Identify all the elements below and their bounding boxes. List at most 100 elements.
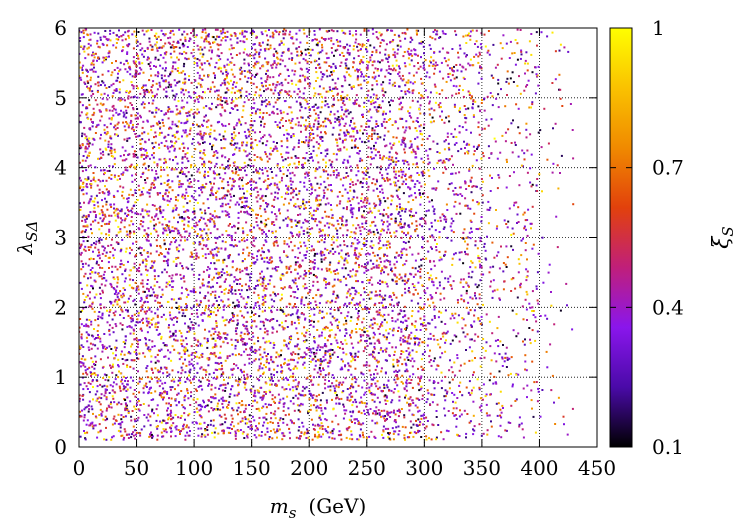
scatter-point bbox=[156, 438, 159, 441]
scatter-point bbox=[344, 267, 347, 270]
scatter-point bbox=[85, 318, 88, 321]
scatter-point bbox=[179, 417, 182, 419]
scatter-point bbox=[201, 28, 204, 31]
scatter-point bbox=[199, 405, 202, 408]
scatter-point bbox=[279, 170, 282, 172]
scatter-point bbox=[237, 289, 240, 291]
scatter-point bbox=[351, 275, 354, 278]
scatter-point bbox=[204, 186, 207, 188]
scatter-point bbox=[244, 416, 247, 419]
scatter-point bbox=[137, 227, 140, 230]
scatter-point bbox=[143, 95, 146, 98]
scatter-point bbox=[185, 304, 188, 307]
scatter-point bbox=[323, 73, 326, 76]
scatter-point bbox=[309, 324, 312, 326]
scatter-point bbox=[149, 243, 152, 246]
scatter-point bbox=[172, 323, 175, 326]
scatter-point bbox=[124, 407, 127, 410]
scatter-point bbox=[231, 312, 234, 315]
scatter-point bbox=[231, 87, 234, 90]
scatter-point bbox=[326, 117, 329, 120]
scatter-point bbox=[177, 125, 180, 128]
scatter-point bbox=[119, 61, 122, 64]
scatter-point bbox=[323, 326, 326, 329]
scatter-point bbox=[382, 196, 385, 199]
scatter-point bbox=[98, 257, 101, 260]
scatter-point bbox=[400, 380, 403, 383]
scatter-point bbox=[318, 166, 321, 169]
scatter-point bbox=[416, 172, 419, 174]
scatter-point bbox=[192, 364, 195, 367]
scatter-point bbox=[187, 434, 190, 437]
scatter-point bbox=[274, 29, 277, 32]
scatter-point bbox=[403, 247, 406, 250]
scatter-point bbox=[266, 358, 269, 361]
scatter-point bbox=[368, 202, 371, 205]
scatter-point bbox=[412, 373, 415, 376]
scatter-point bbox=[192, 55, 195, 58]
scatter-point bbox=[279, 308, 282, 311]
scatter-point bbox=[189, 328, 192, 331]
scatter-point bbox=[238, 353, 240, 356]
scatter-point bbox=[367, 188, 370, 191]
scatter-point bbox=[208, 379, 211, 382]
scatter-point bbox=[163, 34, 166, 37]
scatter-point bbox=[419, 124, 422, 127]
scatter-point bbox=[274, 417, 277, 420]
scatter-point bbox=[375, 259, 378, 262]
scatter-point bbox=[321, 317, 324, 320]
scatter-point bbox=[398, 399, 401, 402]
scatter-point bbox=[207, 253, 210, 255]
scatter-point bbox=[291, 191, 294, 194]
scatter-point bbox=[97, 45, 100, 48]
scatter-point bbox=[191, 226, 194, 229]
scatter-point bbox=[202, 106, 205, 109]
scatter-point bbox=[341, 343, 344, 345]
scatter-point bbox=[272, 380, 274, 382]
scatter-point bbox=[304, 394, 307, 397]
scatter-point bbox=[150, 89, 153, 92]
scatter-point bbox=[325, 52, 328, 55]
scatter-point bbox=[201, 312, 204, 314]
scatter-point bbox=[339, 45, 342, 48]
scatter-point bbox=[212, 285, 214, 288]
scatter-point bbox=[390, 235, 393, 238]
scatter-point bbox=[149, 44, 152, 47]
scatter-point bbox=[215, 138, 218, 141]
scatter-point bbox=[376, 166, 379, 169]
scatter-point bbox=[252, 400, 255, 403]
scatter-point bbox=[262, 371, 265, 374]
scatter-point bbox=[105, 438, 108, 441]
scatter-point bbox=[215, 299, 218, 302]
scatter-point bbox=[251, 32, 254, 35]
scatter-point bbox=[153, 284, 156, 287]
scatter-point bbox=[348, 98, 351, 101]
scatter-point bbox=[98, 157, 101, 160]
scatter-point bbox=[134, 201, 137, 204]
scatter-point bbox=[385, 329, 388, 332]
scatter-point bbox=[322, 196, 325, 199]
scatter-point bbox=[317, 161, 320, 164]
scatter-point bbox=[401, 139, 404, 142]
scatter-point bbox=[237, 367, 239, 370]
scatter-point bbox=[123, 288, 126, 291]
scatter-point bbox=[259, 67, 262, 70]
scatter-point bbox=[203, 40, 206, 43]
scatter-point bbox=[318, 433, 321, 436]
scatter-point bbox=[395, 230, 398, 233]
scatter-point bbox=[390, 194, 393, 197]
scatter-point bbox=[306, 247, 309, 250]
scatter-point bbox=[236, 409, 239, 412]
scatter-point bbox=[280, 349, 283, 352]
scatter-point bbox=[396, 152, 399, 155]
scatter-point bbox=[99, 217, 102, 220]
scatter-point bbox=[364, 391, 367, 394]
scatter-point bbox=[373, 342, 376, 345]
scatter-point bbox=[151, 345, 154, 348]
scatter-point bbox=[300, 50, 303, 53]
scatter-point bbox=[380, 69, 383, 72]
scatter-point bbox=[241, 33, 244, 36]
scatter-point bbox=[194, 388, 197, 391]
scatter-point bbox=[253, 399, 256, 402]
scatter-point bbox=[392, 48, 395, 51]
